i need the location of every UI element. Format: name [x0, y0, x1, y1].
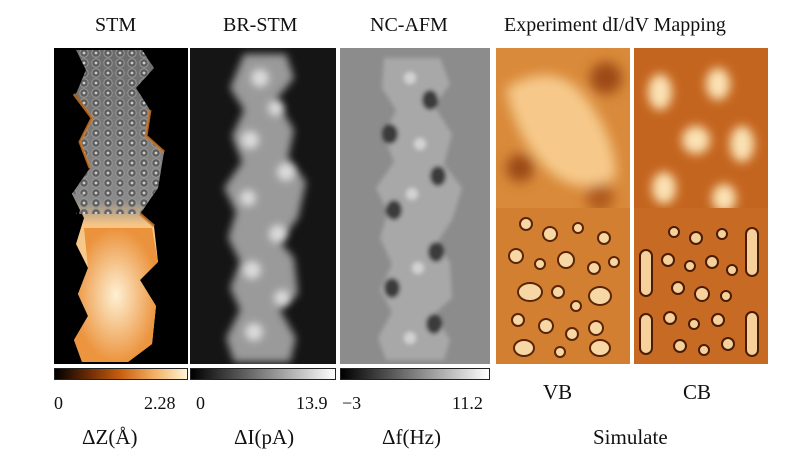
simulate-label: Simulate	[593, 425, 668, 449]
dIdV-mapping-title: Experiment dI/dV Mapping	[504, 14, 726, 36]
stm-colorbar-max: 2.28	[144, 393, 176, 413]
stm-title: STM	[95, 14, 137, 36]
br-stm-colorbar-label: ΔI(pA)	[234, 425, 295, 449]
br-stm-title: BR-STM	[223, 14, 298, 36]
stm-colorbar-label: ΔZ(Å)	[82, 425, 138, 449]
br-stm-colorbar	[190, 368, 336, 380]
cb-label: CB	[683, 380, 712, 404]
stm-image-panel	[54, 48, 188, 364]
br-stm-image-panel	[190, 48, 336, 364]
stm-image	[54, 48, 188, 364]
br-stm-image	[190, 48, 336, 364]
stm-colorbar	[54, 368, 188, 380]
nc-afm-image-panel	[340, 48, 490, 364]
vb-label: VB	[543, 380, 573, 404]
nc-afm-colorbar-label: Δf(Hz)	[382, 425, 441, 449]
vb-map-image	[496, 48, 630, 364]
br-stm-colorbar-min: 0	[196, 393, 205, 413]
nc-afm-colorbar-min: −3	[342, 393, 362, 413]
cb-map-panel	[634, 48, 768, 364]
nc-afm-title: NC-AFM	[370, 14, 448, 36]
cb-map-image	[634, 48, 768, 364]
br-stm-colorbar-max: 13.9	[296, 393, 328, 413]
nc-afm-colorbar	[340, 368, 490, 380]
nc-afm-colorbar-max: 11.2	[452, 393, 483, 413]
vb-map-panel	[496, 48, 630, 364]
stm-colorbar-min: 0	[54, 393, 63, 413]
nc-afm-image	[340, 48, 490, 364]
